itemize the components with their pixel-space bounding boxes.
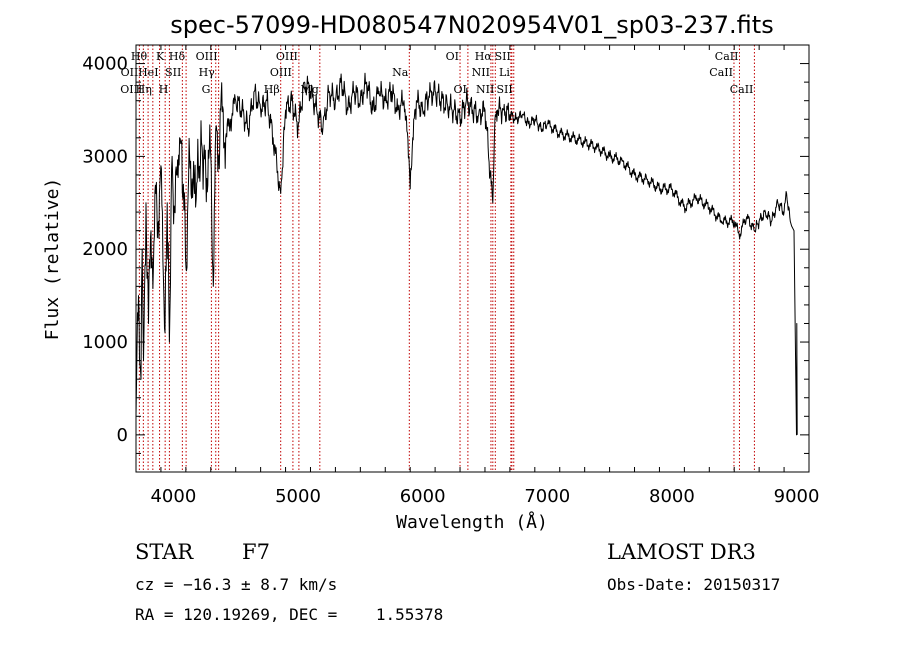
axis-ticks: 4000 5000 6000 7000 8000 9000 0 1000 2000 3000 400… <box>82 44 820 507</box>
emission-line-label: Na <box>392 66 409 79</box>
spectral-subclass: F7 <box>242 540 270 564</box>
coordinates-readout: RA = 120.19269, DEC = 1.55378 <box>135 605 443 624</box>
emission-line-label: OIII <box>276 50 298 63</box>
emission-line-label: SII <box>495 50 511 63</box>
emission-line-label: OIII <box>270 66 292 79</box>
emission-line-label: HeI <box>138 66 158 79</box>
x-axis-label: Wavelength (Å) <box>396 511 548 533</box>
x-tick-label: 7000 <box>524 486 570 507</box>
emission-line-label: OII <box>121 66 139 79</box>
observation-date: Obs-Date: 20150317 <box>607 575 780 594</box>
emission-line-label: G <box>202 83 211 96</box>
emission-line-label: SII <box>497 83 513 96</box>
emission-line-label: Hγ <box>199 66 216 79</box>
emission-line-label: CaII <box>715 50 739 63</box>
redshift-readout: cz = −16.3 ± 8.7 km/s <box>135 575 337 594</box>
y-tick-label: 0 <box>117 425 128 446</box>
emission-line-label: Hβ <box>264 83 280 96</box>
emission-line-label: Hθ <box>131 50 148 63</box>
emission-line-label: K <box>156 50 165 63</box>
emission-line-label: OIII <box>196 50 218 63</box>
emission-line-label: CaII <box>709 66 733 79</box>
emission-line-labels: Hθ OII OIII HeI Hη K H SII Hδ OIII Hγ G OIII OIII Hβ Mg… <box>120 50 753 96</box>
spectrum-series <box>135 72 798 436</box>
x-tick-label: 6000 <box>400 486 446 507</box>
y-tick-label: 3000 <box>82 146 128 167</box>
emission-line-label: NII <box>476 83 494 96</box>
spectrum-line <box>135 72 798 436</box>
emission-line-label: CaII <box>730 83 754 96</box>
emission-line-label: Li <box>499 66 510 79</box>
survey-name: LAMOST DR3 <box>607 540 756 564</box>
object-class: STAR <box>135 540 194 564</box>
y-tick-label: 1000 <box>82 332 128 353</box>
emission-line-label: SII <box>165 66 181 79</box>
y-axis-label: Flux (relative) <box>42 178 63 341</box>
chart-title: spec-57099-HD080547N020954V01_sp03-237.f… <box>170 11 773 39</box>
emission-line-label: Hδ <box>169 50 186 63</box>
emission-line-label: OI <box>446 50 459 63</box>
x-tick-label: 5000 <box>275 486 321 507</box>
plot-frame <box>135 44 810 473</box>
y-tick-label: 4000 <box>82 54 128 75</box>
emission-line-label: NII <box>472 66 490 79</box>
emission-line-label: OIII <box>120 83 142 96</box>
emission-line-label: OI <box>454 83 467 96</box>
emission-line-markers <box>138 45 755 472</box>
x-tick-label: 4000 <box>150 486 196 507</box>
x-tick-label: 9000 <box>774 486 820 507</box>
emission-line-label: Hη <box>136 83 152 96</box>
emission-line-label: Mg <box>301 83 319 96</box>
emission-line-label: Hα <box>475 50 493 63</box>
emission-line-label: H <box>159 83 169 96</box>
y-tick-label: 2000 <box>82 239 128 260</box>
x-tick-label: 8000 <box>649 486 695 507</box>
